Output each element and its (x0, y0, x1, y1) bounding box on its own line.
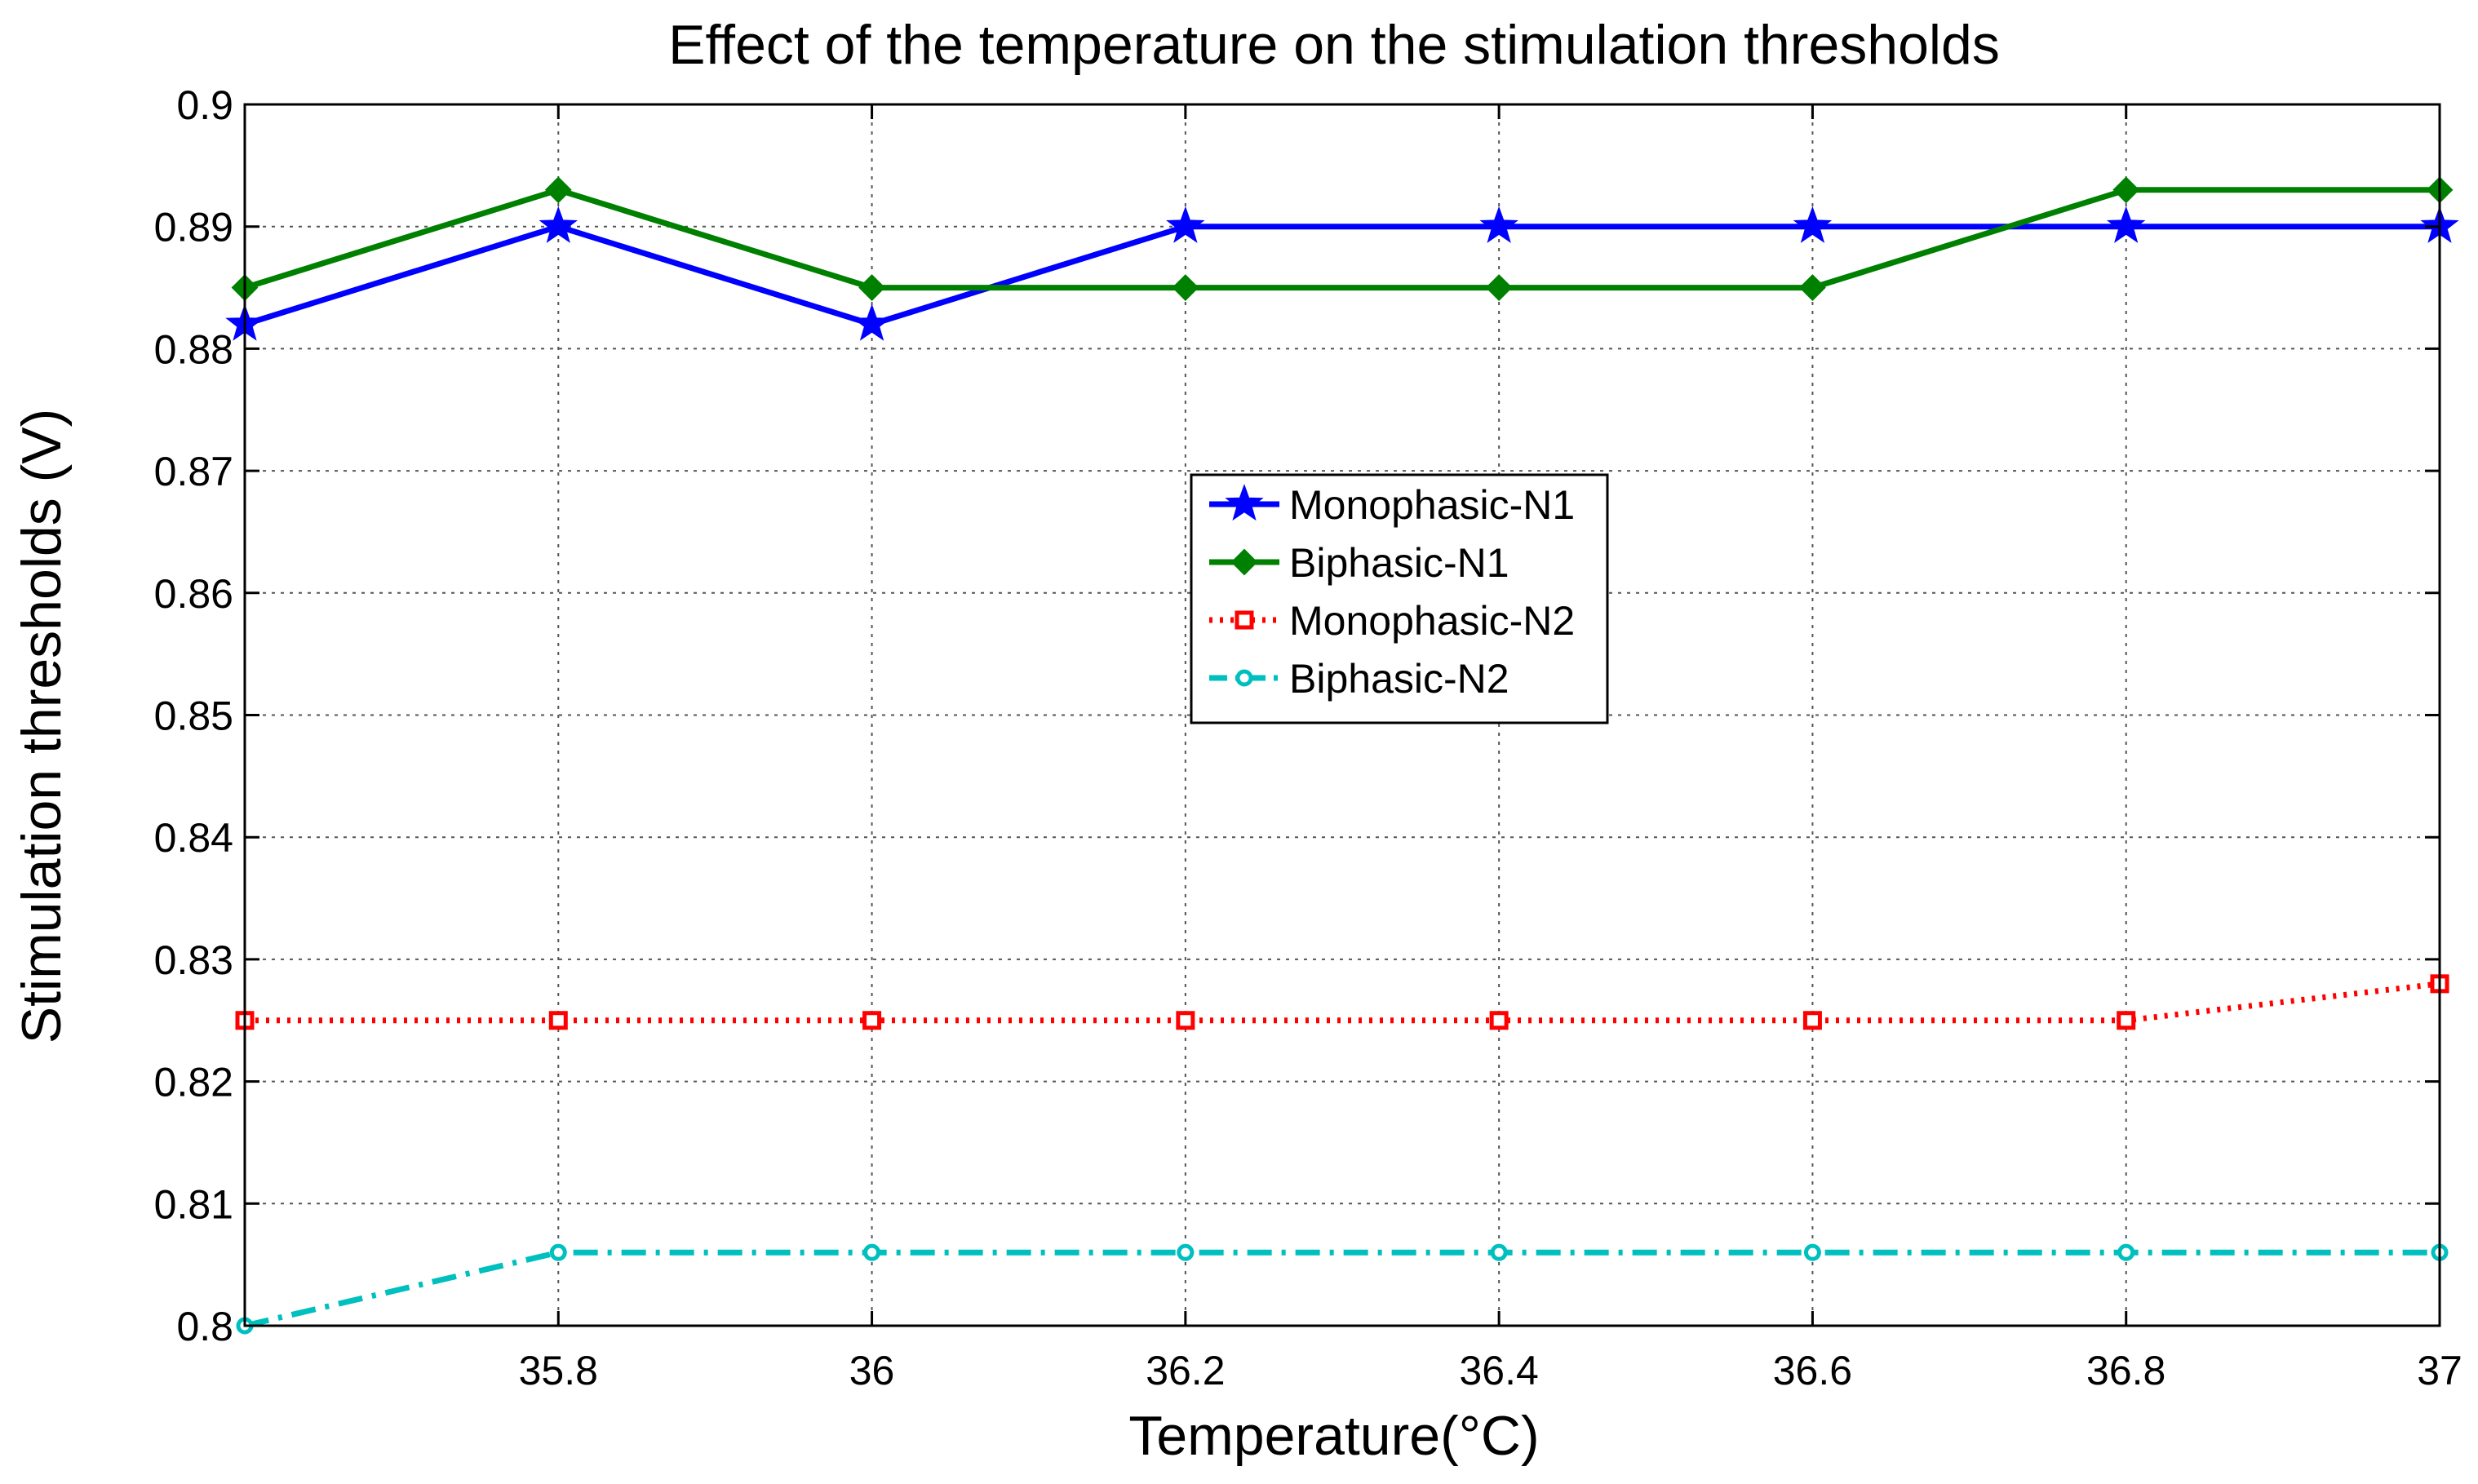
series-biphasic-n1 (231, 176, 2454, 301)
y-tick-label: 0.87 (154, 449, 233, 494)
data-point (1479, 206, 1518, 243)
y-tick-label: 0.82 (154, 1060, 233, 1105)
legend-entry: Biphasic-N1 (1209, 540, 1509, 586)
x-tick-label: 36.6 (1773, 1348, 1852, 1393)
y-tick-label: 0.83 (154, 937, 233, 983)
legend-label: Biphasic-N2 (1289, 656, 1509, 702)
data-point (1793, 206, 1833, 243)
legend-box (1190, 473, 1609, 724)
x-tick-label: 36.2 (1146, 1348, 1225, 1393)
y-tick-label: 0.9 (176, 82, 233, 128)
data-point (852, 303, 892, 341)
y-tick-label: 0.88 (154, 326, 233, 372)
y-tick-label: 0.85 (154, 693, 233, 739)
y-tick-label: 0.8 (176, 1304, 233, 1349)
legend-entry: Biphasic-N2 (1209, 656, 1509, 702)
series-monophasic-n1 (225, 206, 2459, 341)
data-point (1803, 1243, 1821, 1261)
series-group (225, 176, 2459, 1335)
x-axis-label: Temperature(°C) (1128, 1405, 1539, 1467)
y-tick-label: 0.84 (154, 815, 233, 861)
x-tick-label: 37 (2417, 1348, 2462, 1393)
series-line (242, 224, 2443, 327)
data-point (1177, 1243, 1195, 1261)
x-tick-label: 36.4 (1459, 1348, 1538, 1393)
x-tick-label: 35.8 (519, 1348, 598, 1393)
data-point (858, 274, 885, 301)
x-tick-label: 36 (849, 1348, 895, 1393)
data-point (1799, 274, 1826, 301)
legend: Monophasic-N1 Biphasic-N1 Monophasic-N2 Bip… (1190, 473, 1609, 724)
legend-marker (1230, 548, 1258, 576)
y-tick-label: 0.86 (154, 571, 233, 617)
legend-marker (1225, 484, 1264, 521)
data-point (1490, 1243, 1508, 1261)
data-point (2117, 1011, 2136, 1030)
data-point (544, 176, 572, 204)
series-line (244, 1249, 2440, 1329)
data-point (549, 1243, 567, 1261)
y-axis-label: Stimulation thresholds (V) (11, 409, 73, 1044)
y-tick-label: 0.89 (154, 205, 233, 250)
series-line (242, 187, 2443, 291)
legend-label: Monophasic-N2 (1289, 598, 1575, 644)
legend-marker (1235, 610, 1254, 630)
legend-marker (1235, 669, 1253, 687)
ticks: 35.8 36 36.2 36.4 36.6 36.8 37 0.8 0.81 0.82 0.83 0… (154, 82, 2462, 1393)
data-point (1172, 274, 1199, 301)
x-tick-label: 36.8 (2086, 1348, 2165, 1393)
data-point (1485, 274, 1513, 301)
data-point (1176, 1011, 1195, 1030)
legend-entry: Monophasic-N2 (1209, 598, 1575, 644)
data-point (548, 1011, 568, 1030)
legend-label: Monophasic-N1 (1289, 482, 1575, 528)
chart-title: Effect of the temperature on the stimula… (668, 14, 2000, 76)
y-tick-label: 0.81 (154, 1181, 233, 1227)
data-point (2112, 176, 2140, 204)
data-point (2117, 1243, 2135, 1261)
data-point (539, 206, 578, 243)
data-point (2106, 206, 2146, 243)
data-point (862, 1011, 882, 1030)
legend-entry: Monophasic-N1 (1209, 482, 1575, 528)
data-point (1166, 206, 1205, 243)
data-point (863, 1243, 881, 1261)
data-point (1802, 1011, 1822, 1030)
legend-label: Biphasic-N1 (1289, 540, 1509, 586)
data-point (1489, 1011, 1509, 1030)
